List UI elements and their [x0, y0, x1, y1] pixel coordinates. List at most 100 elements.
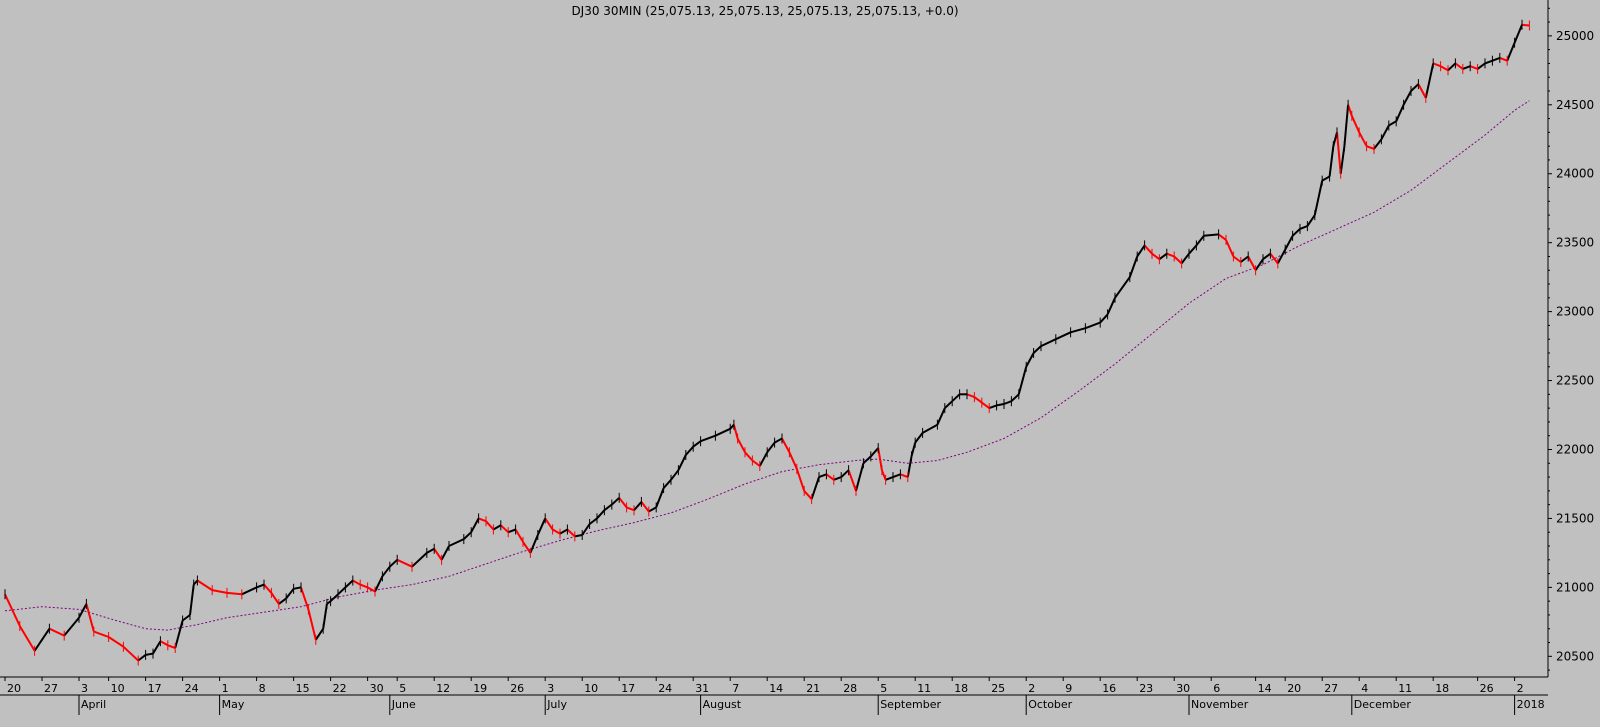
price-segment — [892, 473, 901, 479]
price-segment — [1218, 233, 1227, 241]
price-segment — [270, 592, 280, 605]
price-segment — [1276, 249, 1287, 264]
price-segment — [588, 517, 598, 525]
price-segment — [1262, 252, 1271, 261]
x-tick-label: 25 — [991, 682, 1005, 695]
x-month-label: April — [81, 698, 106, 711]
y-tick-label: 24000 — [1556, 167, 1594, 181]
y-tick-label: 20500 — [1556, 649, 1594, 663]
price-segment — [736, 438, 746, 453]
price-segment — [159, 640, 169, 647]
price-segment — [1240, 255, 1249, 263]
x-tick-label: 15 — [296, 682, 310, 695]
price-segment — [152, 640, 162, 655]
price-segment — [788, 451, 798, 470]
price-segment — [951, 393, 961, 402]
price-segment — [1158, 252, 1168, 261]
price-segment — [840, 469, 850, 478]
price-segment — [256, 583, 265, 589]
price-segment — [1254, 258, 1264, 271]
price-segment — [485, 520, 495, 531]
price-segment — [900, 473, 909, 479]
price-segment — [174, 620, 184, 649]
x-tick-label: 19 — [473, 682, 487, 695]
price-segment — [1232, 255, 1242, 263]
price-segment — [189, 584, 195, 616]
y-tick-label: 23000 — [1556, 305, 1594, 319]
price-segment — [1395, 104, 1405, 122]
x-tick-label: 10 — [584, 682, 598, 695]
price-segment — [1166, 252, 1175, 258]
price-segment — [781, 438, 791, 453]
price-segment — [226, 591, 242, 596]
y-tick-label: 23500 — [1556, 236, 1594, 250]
price-segment — [677, 454, 687, 471]
price-segment — [966, 393, 975, 399]
price-segment — [1347, 104, 1353, 117]
price-segment — [1484, 59, 1493, 65]
price-segment — [1339, 146, 1346, 174]
price-segment — [596, 509, 606, 520]
price-segment — [1521, 23, 1530, 27]
price-segment — [611, 497, 620, 506]
price-segment — [825, 473, 835, 481]
price-segment — [1417, 83, 1427, 99]
x-tick-label: 6 — [1213, 682, 1220, 695]
y-tick-label: 22000 — [1556, 442, 1594, 456]
price-segment — [48, 627, 65, 637]
x-tick-label: 20 — [1287, 682, 1301, 695]
price-segment — [1010, 393, 1020, 402]
x-month-label: 2018 — [1517, 698, 1545, 711]
x-tick-label: 20 — [7, 682, 21, 695]
price-segment — [1143, 244, 1153, 255]
price-segment — [478, 517, 487, 523]
price-segment — [63, 617, 80, 637]
price-segment — [1128, 256, 1139, 278]
y-tick-label: 21500 — [1556, 511, 1594, 525]
x-tick-label: 4 — [1361, 682, 1368, 695]
price-segment — [1114, 276, 1131, 299]
x-tick-label: 27 — [44, 682, 58, 695]
price-segment — [196, 579, 213, 591]
price-segment — [137, 654, 147, 662]
x-tick-label: 21 — [806, 682, 820, 695]
price-segment — [1336, 132, 1342, 174]
x-tick-label: 30 — [1176, 682, 1190, 695]
price-segment — [1313, 180, 1324, 216]
price-segment — [263, 583, 273, 594]
price-segment — [278, 597, 287, 605]
y-tick-label: 22500 — [1556, 374, 1594, 388]
price-segment — [1358, 131, 1368, 147]
x-tick-label: 18 — [954, 682, 968, 695]
price-segment — [877, 447, 883, 471]
x-tick-label: 8 — [259, 682, 266, 695]
x-tick-label: 17 — [621, 682, 635, 695]
x-month-label: August — [703, 698, 742, 711]
price-segment — [1350, 115, 1361, 133]
price-segment — [1188, 244, 1198, 255]
price-segment — [1506, 42, 1516, 62]
price-segment — [880, 469, 887, 481]
price-segment — [463, 531, 472, 540]
price-segment — [1225, 239, 1235, 257]
x-month-label: October — [1028, 698, 1072, 711]
price-segment — [1003, 400, 1012, 405]
price-segment — [492, 524, 502, 531]
price-segment — [529, 534, 539, 554]
price-segment — [1380, 125, 1390, 140]
price-segment — [85, 603, 95, 632]
price-segment — [1085, 321, 1101, 330]
price-segment — [559, 528, 568, 535]
price-segment — [1513, 24, 1523, 44]
price-segment — [344, 579, 354, 589]
price-segment — [810, 476, 820, 500]
price-segment — [1432, 62, 1441, 68]
price-segment — [818, 473, 827, 479]
price-segment — [574, 534, 583, 538]
price-segment — [1017, 366, 1028, 395]
price-segment — [1151, 252, 1160, 261]
price-segment — [145, 652, 154, 656]
x-tick-label: 10 — [111, 682, 125, 695]
price-segment — [1070, 327, 1086, 334]
price-segment — [544, 517, 554, 531]
